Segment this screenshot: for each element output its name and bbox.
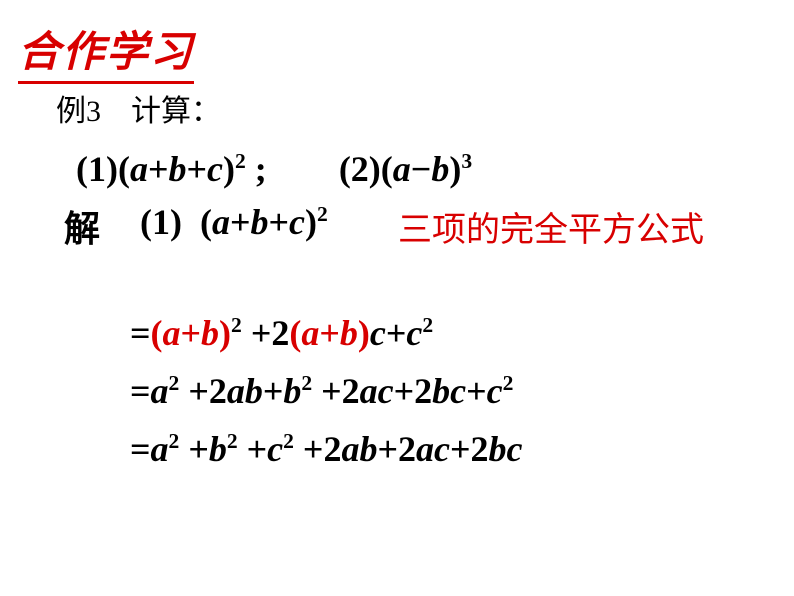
solution-expr: (a+b+c)2 [200,201,328,243]
s2-c: c [487,371,503,411]
step3: =a2 +b2 +c2 +2ab+2ac+2bc [130,428,522,470]
s1-g2a: a [301,313,319,353]
s3-c: c [267,429,283,469]
s1-g2b: b [340,313,358,353]
problems-row: (1)(a+b+c)2 ; (2)(a−b)3 [76,140,472,192]
s3-aba: a [341,429,359,469]
s3-b: b [209,429,227,469]
p1-plus2: + [187,149,208,189]
s1-c2exp: 2 [422,313,433,337]
s3-a: a [151,429,169,469]
s3-two2: 2 [398,429,416,469]
se-p1: + [230,202,251,242]
p1-b: b [169,149,187,189]
se-p2: + [269,202,290,242]
s3-p5: + [450,429,471,469]
s2-two2: 2 [342,371,360,411]
p1-open: ( [118,149,130,189]
s1-c: c [370,313,386,353]
s2-p4: + [394,371,415,411]
s2-bexp: 2 [301,371,312,395]
s3-aca: a [416,429,434,469]
p1-num: (1) [76,149,118,189]
s1-g1b: b [201,313,219,353]
step2: =a2 +2ab+b2 +2ac+2bc+c2 [130,370,513,412]
p2-open: ( [381,149,393,189]
p2-b: b [431,149,449,189]
s2-p5: + [466,371,487,411]
se-c: c [289,202,305,242]
example-label: 例3 计算： [56,86,221,130]
s1-g1close: ) [219,313,231,353]
s1-two: 2 [271,313,289,353]
s3-bcc: c [506,429,522,469]
s2-p2: + [263,371,284,411]
p1-a: a [130,149,148,189]
s2-eq: = [130,371,151,411]
s1-eq: = [130,313,151,353]
p2-num: (2) [339,149,381,189]
se-open: ( [200,202,212,242]
s3-aexp: 2 [169,429,180,453]
solution-num: (1) [140,201,182,243]
s3-acc: c [434,429,450,469]
gap [267,149,339,189]
s3-eq: = [130,429,151,469]
s3-two1: 2 [323,429,341,469]
s2-bcb: b [432,371,450,411]
s2-aba: a [227,371,245,411]
se-close: ) [305,202,317,242]
s1-plus1: + [242,313,272,353]
s3-p2: + [238,429,268,469]
s2-p1: + [179,371,209,411]
s1-g2plus: + [319,313,340,353]
se-exp: 2 [317,202,328,226]
se-b: b [251,202,269,242]
s3-bexp: 2 [227,429,238,453]
p2-close: ) [449,149,461,189]
p1-semi: ; [246,149,267,189]
s2-cexp: 2 [503,371,514,395]
formula-name: 三项的完全平方公式 [398,202,704,251]
s1-plus2: + [386,313,407,353]
se-a: a [212,202,230,242]
s1-g2open: ( [289,313,301,353]
s1-c2: c [406,313,422,353]
header-title: 合作学习 [18,18,194,84]
step1: =(a+b)2 +2(a+b)c+c2 [130,312,433,354]
solution-label: 解 [64,200,100,252]
s3-abb: b [359,429,377,469]
s3-p4: + [377,429,398,469]
s2-b: b [283,371,301,411]
s1-g1a: a [163,313,181,353]
p1-c: c [207,149,223,189]
s1-g1plus: + [181,313,202,353]
p1-exp: 2 [235,149,246,173]
s2-two3: 2 [414,371,432,411]
s2-bcc: c [450,371,466,411]
p2-exp: 3 [461,149,472,173]
s2-a: a [151,371,169,411]
s1-g1open: ( [151,313,163,353]
p2-minus: − [411,149,432,189]
s3-bcb: b [488,429,506,469]
s3-p3: + [294,429,324,469]
s2-acc: c [378,371,394,411]
s3-p1: + [179,429,209,469]
s1-g2close: ) [358,313,370,353]
s2-p3: + [312,371,342,411]
s2-aca: a [360,371,378,411]
p1-close: ) [223,149,235,189]
s2-two1: 2 [209,371,227,411]
p2-a: a [393,149,411,189]
s2-abb: b [245,371,263,411]
s3-two3: 2 [470,429,488,469]
s1-g1exp: 2 [231,313,242,337]
s2-aexp: 2 [169,371,180,395]
s3-cexp: 2 [283,429,294,453]
p1-plus1: + [148,149,169,189]
